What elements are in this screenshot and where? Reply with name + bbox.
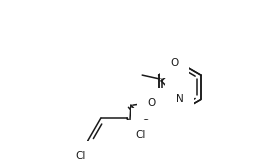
Text: N: N	[176, 95, 184, 104]
Text: Cl: Cl	[135, 130, 146, 140]
Text: Cl: Cl	[75, 151, 85, 160]
Text: O: O	[142, 119, 150, 129]
Text: O: O	[147, 98, 156, 108]
Text: O: O	[170, 58, 178, 68]
